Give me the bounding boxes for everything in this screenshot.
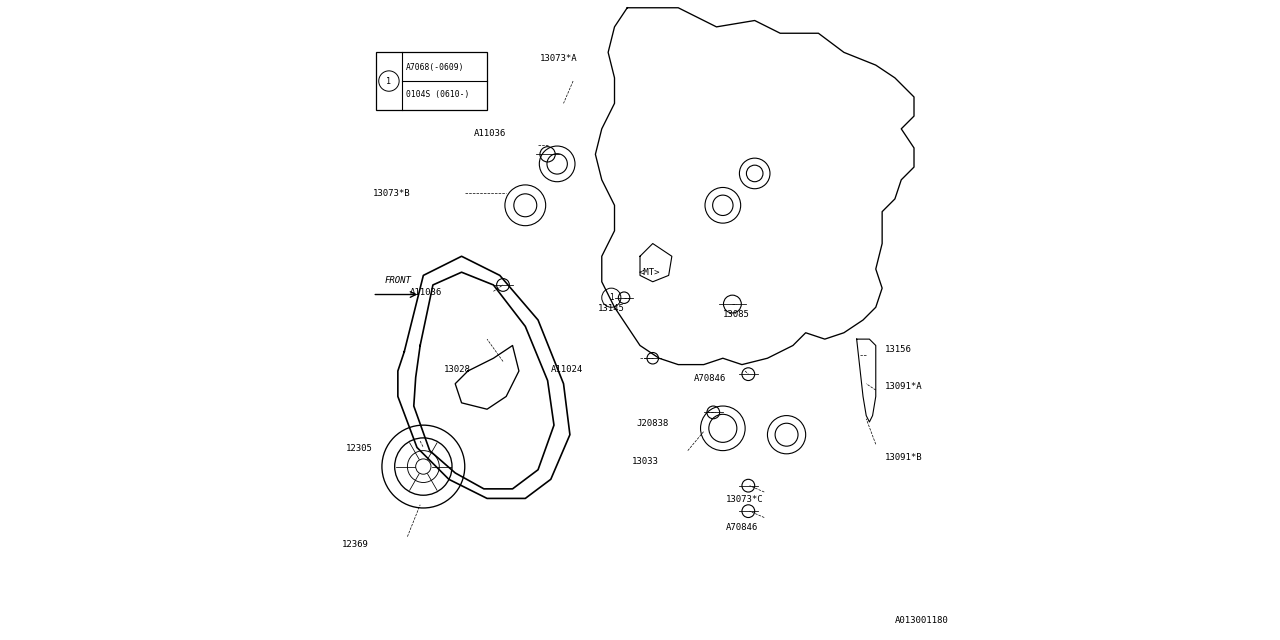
Text: 13073*A: 13073*A <box>540 54 577 63</box>
Text: A11036: A11036 <box>474 129 506 138</box>
Text: 13145: 13145 <box>598 304 625 313</box>
Text: 12369: 12369 <box>342 540 369 549</box>
Text: 1: 1 <box>609 293 613 302</box>
Text: 13073*B: 13073*B <box>372 189 411 198</box>
Text: 13156: 13156 <box>886 346 913 355</box>
Text: A70846: A70846 <box>726 523 758 532</box>
Text: A7068(-0609): A7068(-0609) <box>406 63 465 72</box>
Text: 12305: 12305 <box>346 444 372 453</box>
Text: 13091*B: 13091*B <box>886 452 923 461</box>
Text: 1: 1 <box>387 77 392 86</box>
Text: FRONT: FRONT <box>384 276 411 285</box>
Text: 13033: 13033 <box>632 457 659 466</box>
Text: 13073*C: 13073*C <box>726 495 764 504</box>
Text: <MT>: <MT> <box>639 268 660 276</box>
Text: A11024: A11024 <box>550 365 582 374</box>
Text: A70846: A70846 <box>694 374 726 383</box>
Text: J20838: J20838 <box>636 419 668 428</box>
Text: 13028: 13028 <box>444 365 471 374</box>
Text: 0104S (0610-): 0104S (0610-) <box>406 90 468 99</box>
Text: 13091*A: 13091*A <box>886 383 923 392</box>
Text: A013001180: A013001180 <box>895 616 948 625</box>
Text: 13085: 13085 <box>723 310 750 319</box>
Bar <box>375 52 488 109</box>
Text: A11036: A11036 <box>410 288 443 297</box>
